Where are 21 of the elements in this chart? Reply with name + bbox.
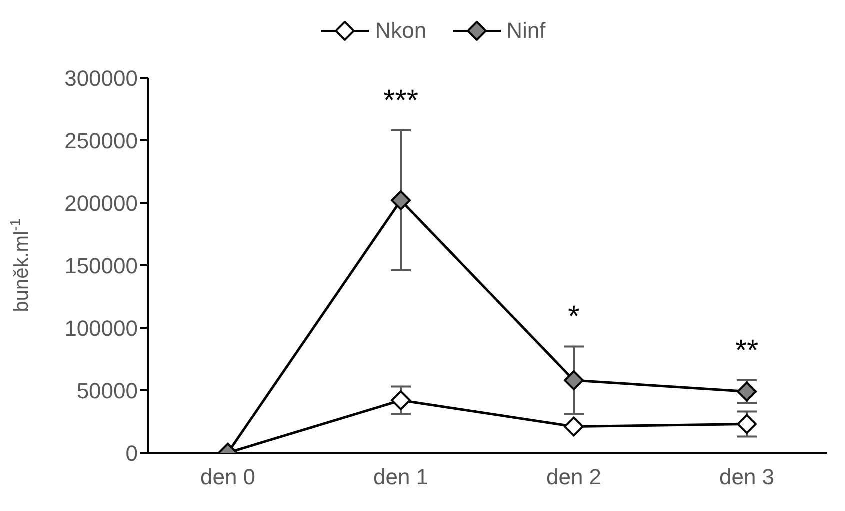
annotation: ** bbox=[735, 334, 759, 368]
y-tick-label: 200000 bbox=[64, 190, 138, 216]
y-tick-label: 150000 bbox=[64, 253, 138, 278]
x-tick-label: den 3 bbox=[719, 464, 775, 490]
x-tick-label: den 2 bbox=[546, 464, 602, 490]
x-tick-label: den 1 bbox=[373, 464, 429, 490]
annotation: *** bbox=[383, 84, 419, 118]
y-tick-label: 100000 bbox=[64, 316, 138, 341]
point bbox=[391, 190, 411, 210]
y-tick-label: 0 bbox=[126, 440, 138, 466]
annotation: * bbox=[568, 300, 580, 334]
y-tick-label: 250000 bbox=[64, 128, 138, 154]
legend-label: Nkon bbox=[375, 18, 427, 44]
point bbox=[391, 390, 411, 410]
y-tick-label: 50000 bbox=[76, 378, 138, 404]
point bbox=[564, 416, 584, 437]
point bbox=[564, 370, 584, 390]
legend-label: Ninf bbox=[506, 18, 546, 44]
point bbox=[737, 414, 757, 434]
x-tick-label: den 0 bbox=[200, 464, 256, 490]
y-tick-label: 300000 bbox=[64, 66, 138, 91]
